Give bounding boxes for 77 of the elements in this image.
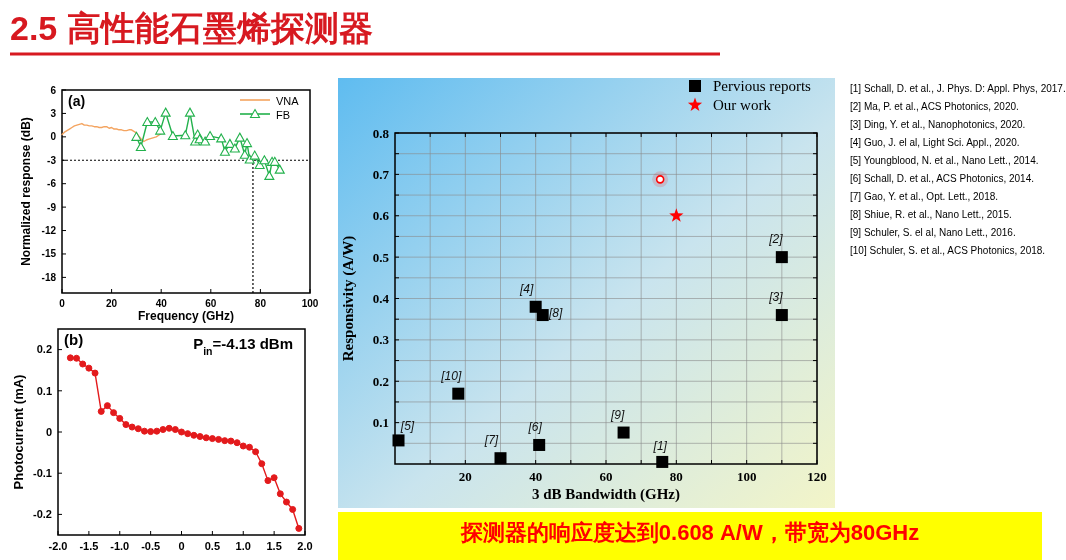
y-tick-label: 0.2 — [36, 343, 52, 356]
x-tick-label: 100 — [301, 298, 319, 309]
y-tick-label: -0.1 — [33, 467, 52, 480]
x-tick-label: 1.0 — [235, 540, 251, 552]
legend-label: VNA — [276, 95, 300, 107]
x-tick-label: 80 — [254, 298, 267, 309]
annotation: [6] — [527, 419, 543, 434]
text: [5] Youngblood, N. et al., Nano Lett., 2014. — [850, 155, 1039, 166]
annotation: [7] — [483, 433, 499, 448]
y-tick-label: 0.7 — [372, 166, 390, 182]
legend-label: FB — [276, 109, 291, 121]
chart-title: 2.5 高性能石墨烯探测器 — [10, 9, 373, 47]
text: [6] Schall, D. et al., ACS Photonics, 2014. — [850, 173, 1034, 184]
x-tick-label: 40 — [155, 298, 168, 309]
x-tick-label: 1.5 — [266, 540, 282, 552]
y-axis-title: Photocurrent (mA) — [10, 374, 26, 490]
x-tick-label: -1.0 — [110, 540, 130, 552]
y-tick-label: -12 — [41, 225, 57, 237]
x-tick-label: 0 — [178, 540, 185, 552]
x-tick-label: 80 — [669, 469, 683, 484]
annotation: [3] — [768, 290, 784, 305]
y-tick-label: 0.6 — [372, 208, 390, 224]
annotation: [10] — [440, 368, 462, 383]
x-tick-label: 60 — [599, 469, 613, 484]
y-tick-label: -6 — [47, 178, 57, 190]
text: [4] Guo, J. el al, Light Sci. Appl., 2020. — [850, 137, 1020, 148]
annotation: (b) — [64, 331, 84, 348]
x-tick-label: 100 — [736, 469, 757, 484]
x-tick-label: 40 — [529, 469, 543, 484]
x-tick-label: 120 — [807, 469, 827, 484]
y-tick-label: -0.2 — [33, 508, 52, 521]
x-tick-label: 2.0 — [297, 540, 313, 552]
x-tick-label: 0 — [59, 298, 66, 309]
x-tick-label: -0.5 — [141, 540, 161, 552]
y-tick-label: -15 — [41, 248, 57, 260]
text: 探测器的响应度达到0.608 A/W，带宽为80GHz — [459, 520, 920, 545]
annotation: [9] — [609, 407, 625, 422]
y-tick-label: 0.3 — [372, 332, 390, 348]
y-tick-label: 0.8 — [372, 125, 390, 141]
y-tick-label: 3 — [50, 107, 57, 119]
y-tick-label: 0.4 — [372, 291, 390, 307]
text: [8] Shiue, R. et al., Nano Lett., 2015. — [850, 209, 1012, 220]
y-tick-label: 0.2 — [372, 373, 389, 389]
y-axis-title: Responsivity (A/W) — [340, 235, 358, 362]
annotation: (a) — [68, 93, 86, 109]
text: [10] Schuler, S. et al., ACS Photonics, 2018. — [850, 245, 1046, 256]
x-axis-title: 3 dB Bandwidth (GHz) — [532, 485, 680, 503]
x-tick-label: 20 — [458, 469, 472, 484]
x-axis-title: Frequency (GHz) — [137, 309, 235, 323]
y-axis-title: Normalized response (dB) — [19, 117, 33, 266]
annotation: [4] — [518, 281, 534, 296]
y-tick-label: 0.1 — [372, 415, 389, 431]
x-tick-label: -1.5 — [79, 540, 99, 552]
annotation: [8] — [548, 306, 564, 321]
y-tick-label: 6 — [50, 84, 57, 96]
y-tick-label: 0 — [45, 425, 52, 438]
x-tick-label: 0.5 — [204, 540, 221, 552]
annotation: P$_{in}$=-4.13 dBm — [193, 335, 293, 357]
legend-label: Our work — [713, 97, 772, 113]
text: [7] Gao, Y. et al., Opt. Lett., 2018. — [850, 191, 999, 202]
y-tick-label: -9 — [47, 201, 57, 213]
annotation: [5] — [399, 419, 415, 434]
text: [1] Schall, D. et al., J. Phys. D: Appl. Phys, 2017. — [850, 83, 1066, 94]
x-tick-label: -2.0 — [48, 540, 68, 552]
legend-label: Pervious reports — [713, 78, 812, 94]
y-tick-label: -3 — [47, 154, 57, 166]
text: [2] Ma, P. et al., ACS Photonics, 2020. — [850, 101, 1019, 112]
y-tick-label: 0.5 — [372, 249, 390, 265]
y-tick-label: -18 — [41, 271, 57, 283]
x-tick-label: 20 — [106, 298, 118, 309]
annotation: [1] — [652, 438, 668, 453]
text: [9] Schuler, S. el al, Nano Lett., 2016. — [850, 227, 1016, 238]
y-tick-label: 0 — [50, 131, 57, 143]
annotation: [2] — [768, 232, 784, 247]
y-tick-label: 0.1 — [36, 384, 52, 397]
x-tick-label: 60 — [205, 298, 217, 309]
text: [3] Ding, Y. et al., Nanophotonics, 2020. — [850, 119, 1026, 130]
